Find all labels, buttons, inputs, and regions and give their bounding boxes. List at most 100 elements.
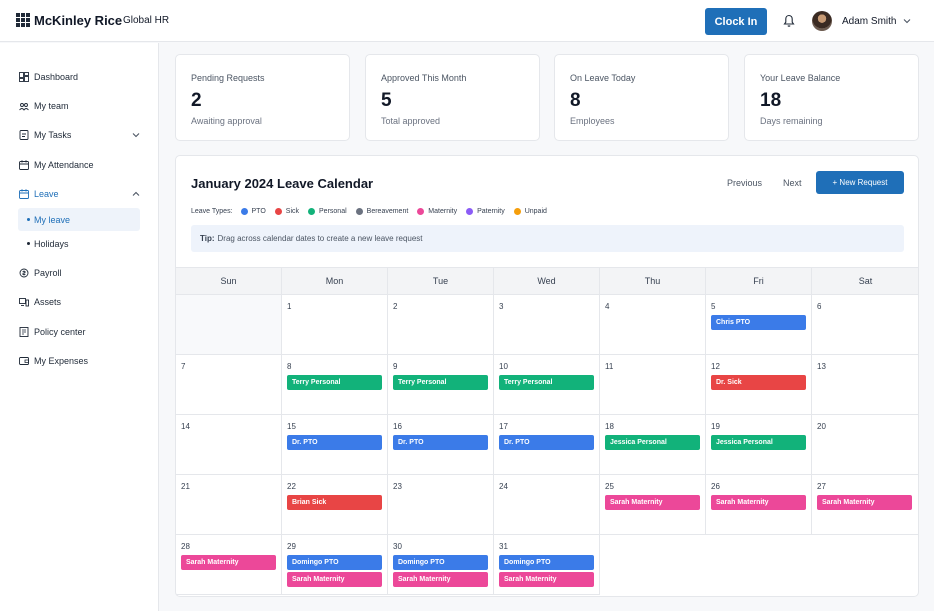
sidebar-subitem-holidays[interactable]: Holidays (18, 232, 140, 255)
sidebar-item-assets[interactable]: Assets (19, 295, 61, 309)
leave-event[interactable]: Domingo PTO (287, 555, 382, 570)
sidebar-item-label: Policy center (34, 327, 86, 337)
calendar-day-cell[interactable]: 24 (494, 475, 600, 535)
sidebar-item-leave[interactable]: Leave (19, 187, 59, 201)
calendar-cell-empty (176, 295, 282, 355)
calendar-day-cell[interactable]: 22 Brian Sick (282, 475, 388, 535)
calendar-day-cell[interactable]: 15 Dr. PTO (282, 415, 388, 475)
calendar-day-cell[interactable]: 7 (176, 355, 282, 415)
day-number: 24 (499, 482, 508, 491)
calendar-day-cell[interactable]: 13 (812, 355, 918, 415)
calendar-day-cell[interactable]: 18 Jessica Personal (600, 415, 706, 475)
calendar-day-cell[interactable]: 23 (388, 475, 494, 535)
calendar-day-cell[interactable]: 30 Domingo PTO Sarah Maternity (388, 535, 494, 595)
legend-swatch (466, 207, 474, 215)
weekday-header: Thu (600, 267, 706, 295)
leave-event[interactable]: Terry Personal (499, 375, 594, 390)
sidebar-subitem-my-leave[interactable]: My leave (18, 208, 140, 231)
leave-event[interactable]: Domingo PTO (393, 555, 488, 570)
sidebar-item-payroll[interactable]: Payroll (19, 266, 62, 280)
calendar-day-cell[interactable]: 17 Dr. PTO (494, 415, 600, 475)
leave-event[interactable]: Chris PTO (711, 315, 806, 330)
assets-icon (19, 298, 29, 307)
next-month-button[interactable]: Next (783, 178, 802, 188)
leave-event[interactable]: Sarah Maternity (711, 495, 806, 510)
chevron-down-icon[interactable] (132, 132, 140, 138)
weekday-header: Fri (706, 267, 812, 295)
policy-icon (19, 327, 29, 337)
calendar-day-cell[interactable]: 25 Sarah Maternity (600, 475, 706, 535)
leave-event[interactable]: Sarah Maternity (499, 572, 594, 587)
calendar-day-cell[interactable]: 12 Dr. Sick (706, 355, 812, 415)
stat-subtext: Employees (570, 116, 615, 126)
leave-event[interactable]: Terry Personal (287, 375, 382, 390)
calendar-day-cell[interactable]: 4 (600, 295, 706, 355)
tasks-icon (19, 130, 29, 140)
day-number: 16 (393, 422, 402, 431)
previous-month-button[interactable]: Previous (727, 178, 763, 188)
calendar-day-cell[interactable]: 16 Dr. PTO (388, 415, 494, 475)
calendar-day-cell[interactable]: 29 Domingo PTO Sarah Maternity (282, 535, 388, 595)
sidebar-item-my-attendance[interactable]: My Attendance (19, 158, 94, 172)
leave-event[interactable]: Terry Personal (393, 375, 488, 390)
calendar-day-cell[interactable]: 21 (176, 475, 282, 535)
calendar-day-cell[interactable]: 10 Terry Personal (494, 355, 600, 415)
leave-event[interactable]: Jessica Personal (711, 435, 806, 450)
calendar-day-cell[interactable]: 2 (388, 295, 494, 355)
legend-title: Leave Types: (191, 207, 233, 215)
leave-event[interactable]: Sarah Maternity (817, 495, 912, 510)
calendar-day-cell[interactable]: 27 Sarah Maternity (812, 475, 918, 535)
leave-event[interactable]: Sarah Maternity (605, 495, 700, 510)
day-number: 6 (817, 302, 822, 311)
clock-in-button[interactable]: Clock In (705, 8, 767, 35)
calendar-day-cell[interactable]: 9 Terry Personal (388, 355, 494, 415)
calendar-day-cell[interactable]: 20 (812, 415, 918, 475)
calendar-day-cell[interactable]: 28 Sarah Maternity (176, 535, 282, 595)
calendar-day-cell[interactable]: 14 (176, 415, 282, 475)
leave-event[interactable]: Dr. Sick (711, 375, 806, 390)
day-number: 22 (287, 482, 296, 491)
calendar-day-cell[interactable]: 6 (812, 295, 918, 355)
leave-event[interactable]: Dr. PTO (499, 435, 594, 450)
sidebar-item-dashboard[interactable]: Dashboard (19, 70, 78, 84)
chevron-down-icon[interactable] (903, 18, 911, 24)
leave-event[interactable]: Sarah Maternity (287, 572, 382, 587)
sidebar-item-my-tasks[interactable]: My Tasks (19, 128, 141, 142)
day-number: 11 (605, 362, 614, 371)
sidebar-item-my-expenses[interactable]: My Expenses (19, 354, 88, 368)
calendar-day-cell[interactable]: 8 Terry Personal (282, 355, 388, 415)
leave-event[interactable]: Brian Sick (287, 495, 382, 510)
day-number: 30 (393, 542, 402, 551)
day-number: 9 (393, 362, 398, 371)
leave-event[interactable]: Dr. PTO (393, 435, 488, 450)
legend-label: PTO (251, 207, 266, 215)
calendar-day-cell[interactable]: 19 Jessica Personal (706, 415, 812, 475)
top-header: McKinley Rice Global HR Clock In Adam Sm… (0, 0, 934, 42)
day-number: 21 (181, 482, 190, 491)
leave-event[interactable]: Sarah Maternity (181, 555, 276, 570)
calendar-day-cell[interactable]: 1 (282, 295, 388, 355)
stat-value: 18 (760, 90, 782, 111)
bullet-icon (27, 218, 30, 221)
new-request-button[interactable]: + New Request (816, 171, 904, 194)
chevron-up-icon[interactable] (132, 191, 140, 197)
leave-event[interactable]: Dr. PTO (287, 435, 382, 450)
legend-item: Sick (274, 207, 299, 215)
bullet-icon (27, 242, 30, 245)
calendar-day-cell[interactable]: 26 Sarah Maternity (706, 475, 812, 535)
day-number: 2 (393, 302, 398, 311)
user-name[interactable]: Adam Smith (842, 16, 897, 27)
sidebar-item-policy-center[interactable]: Policy center (19, 325, 86, 339)
calendar-day-cell[interactable]: 3 (494, 295, 600, 355)
calendar-day-cell[interactable]: 11 (600, 355, 706, 415)
calendar-title: January 2024 Leave Calendar (191, 176, 374, 191)
avatar[interactable] (812, 11, 832, 31)
calendar-day-cell[interactable]: 5 Chris PTO (706, 295, 812, 355)
day-number: 31 (499, 542, 508, 551)
sidebar-item-my-team[interactable]: My team (19, 99, 69, 113)
leave-event[interactable]: Domingo PTO (499, 555, 594, 570)
leave-event[interactable]: Jessica Personal (605, 435, 700, 450)
bell-icon[interactable] (783, 14, 795, 28)
calendar-day-cell[interactable]: 31 Domingo PTO Sarah Maternity (494, 535, 600, 595)
leave-event[interactable]: Sarah Maternity (393, 572, 488, 587)
